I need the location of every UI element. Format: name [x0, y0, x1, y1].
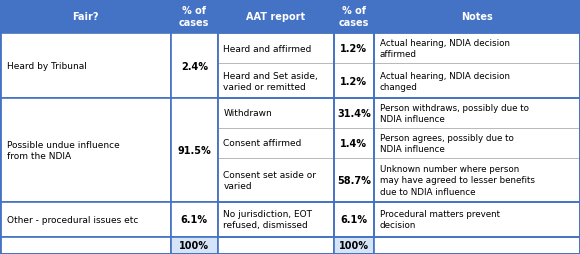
- Bar: [0, 202, 171, 237]
- Text: Heard and affirmed: Heard and affirmed: [223, 45, 311, 54]
- Bar: [0, 34, 171, 99]
- Bar: [171, 34, 218, 99]
- Text: Withdrawn: Withdrawn: [223, 109, 272, 118]
- Bar: [334, 99, 374, 202]
- Text: Fair?: Fair?: [72, 12, 99, 22]
- Bar: [334, 34, 374, 64]
- Text: 6.1%: 6.1%: [340, 214, 367, 225]
- Bar: [334, 64, 374, 99]
- Text: Consent affirmed: Consent affirmed: [223, 139, 302, 148]
- Bar: [334, 129, 374, 158]
- Bar: [218, 237, 334, 254]
- Bar: [171, 0, 218, 34]
- Bar: [171, 202, 218, 237]
- Text: Actual hearing, NDIA decision
affirmed: Actual hearing, NDIA decision affirmed: [380, 39, 510, 59]
- Text: 91.5%: 91.5%: [177, 146, 211, 155]
- Bar: [171, 99, 218, 202]
- Text: 1.2%: 1.2%: [340, 44, 367, 54]
- Bar: [334, 99, 374, 129]
- Bar: [218, 34, 334, 64]
- Bar: [0, 0, 171, 34]
- Bar: [334, 158, 374, 202]
- Bar: [171, 237, 218, 254]
- Text: 6.1%: 6.1%: [181, 214, 208, 225]
- Text: Person agrees, possibly due to
NDIA influence: Person agrees, possibly due to NDIA infl…: [380, 133, 514, 153]
- Text: Other - procedural issues etc: Other - procedural issues etc: [7, 215, 139, 224]
- Bar: [218, 99, 334, 202]
- Bar: [334, 202, 374, 237]
- Bar: [374, 202, 580, 237]
- Text: 100%: 100%: [339, 240, 369, 250]
- Bar: [374, 34, 580, 99]
- Bar: [218, 202, 334, 237]
- Bar: [218, 64, 334, 99]
- Text: No jurisdiction, EOT
refused, dismissed: No jurisdiction, EOT refused, dismissed: [223, 210, 312, 229]
- Text: Consent set aside or
varied: Consent set aside or varied: [223, 170, 316, 190]
- Bar: [0, 99, 171, 202]
- Text: Unknown number where person
may have agreed to lesser benefits
due to NDIA influ: Unknown number where person may have agr…: [380, 165, 535, 196]
- Text: 2.4%: 2.4%: [181, 61, 208, 71]
- Text: Heard and Set aside,
varied or remitted: Heard and Set aside, varied or remitted: [223, 71, 318, 91]
- Bar: [374, 237, 580, 254]
- Bar: [374, 129, 580, 158]
- Text: 31.4%: 31.4%: [337, 108, 371, 119]
- Bar: [218, 129, 334, 158]
- Text: Heard by Tribunal: Heard by Tribunal: [7, 62, 87, 71]
- Text: 1.4%: 1.4%: [340, 138, 367, 148]
- Text: Person withdraws, possibly due to
NDIA influence: Person withdraws, possibly due to NDIA i…: [380, 104, 529, 123]
- Text: % of
cases: % of cases: [179, 6, 209, 28]
- Text: Notes: Notes: [461, 12, 493, 22]
- Text: 100%: 100%: [179, 240, 209, 250]
- Bar: [0, 237, 171, 254]
- Bar: [334, 202, 374, 237]
- Bar: [334, 237, 374, 254]
- Bar: [374, 99, 580, 129]
- Text: AAT report: AAT report: [246, 12, 305, 22]
- Bar: [218, 202, 334, 237]
- Bar: [334, 0, 374, 34]
- Bar: [218, 158, 334, 202]
- Text: 1.2%: 1.2%: [340, 76, 367, 86]
- Text: Possible undue influence
from the NDIA: Possible undue influence from the NDIA: [7, 140, 119, 161]
- Bar: [218, 99, 334, 129]
- Text: Procedural matters prevent
decision: Procedural matters prevent decision: [380, 210, 500, 229]
- Bar: [334, 34, 374, 99]
- Bar: [218, 0, 334, 34]
- Bar: [374, 0, 580, 34]
- Bar: [374, 34, 580, 64]
- Text: Actual hearing, NDIA decision
changed: Actual hearing, NDIA decision changed: [380, 71, 510, 91]
- Bar: [374, 158, 580, 202]
- Text: % of
cases: % of cases: [339, 6, 369, 28]
- Text: 58.7%: 58.7%: [337, 175, 371, 185]
- Bar: [218, 34, 334, 99]
- Bar: [374, 99, 580, 202]
- Bar: [374, 202, 580, 237]
- Bar: [374, 64, 580, 99]
